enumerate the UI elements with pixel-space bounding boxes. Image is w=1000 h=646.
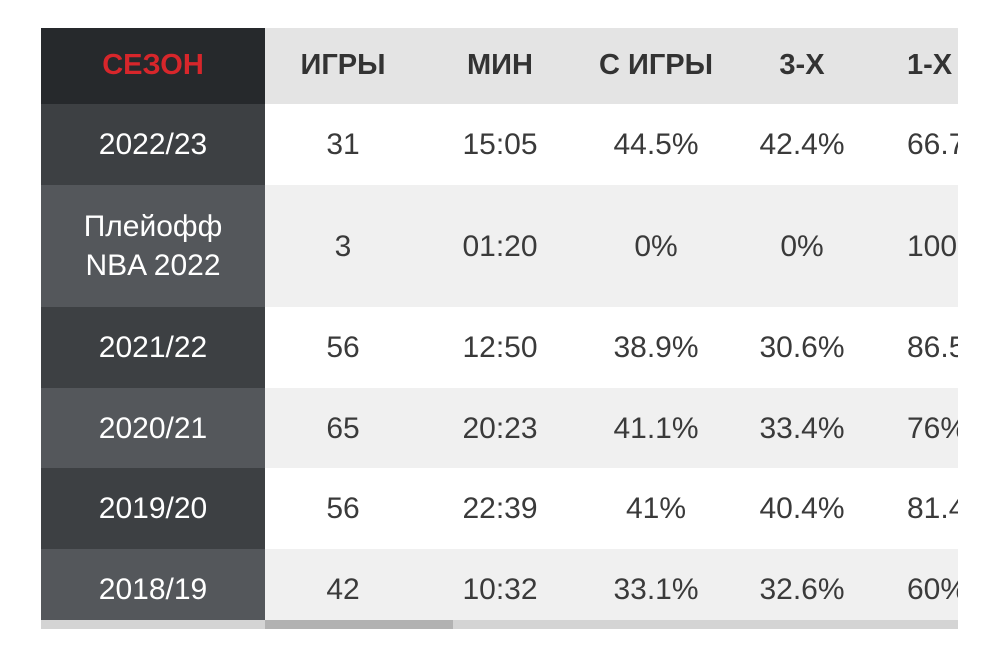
field-goal-pct-cell: 41% xyxy=(625,492,687,525)
field-goal-pct-cell: 0% xyxy=(634,229,678,263)
stats-table[interactable]: СЕЗОН ИГРЫ МИН С ИГРЫ 3-Х 1-Х 2022/23 31… xyxy=(41,28,958,629)
games-cell: 56 xyxy=(326,331,360,364)
minutes-cell: 20:23 xyxy=(462,411,538,445)
three-point-pct-cell: 33.4% xyxy=(759,411,845,445)
minutes-cell: 10:32 xyxy=(462,572,538,606)
free-throw-pct-cell: 66.7% xyxy=(907,128,958,161)
header-three-point-pct[interactable]: 3-Х xyxy=(779,49,825,82)
three-point-pct-cell: 40.4% xyxy=(759,492,845,525)
header-minutes[interactable]: МИН xyxy=(467,49,533,82)
table-row: 2020/21 65 20:23 41.1% 33.4% 76% xyxy=(41,388,958,468)
table-row: 2018/19 42 10:32 33.1% 32.6% 60% xyxy=(41,549,958,629)
table-row: 2022/23 31 15:05 44.5% 42.4% 66.7% xyxy=(41,104,958,185)
header-free-throw-pct[interactable]: 1-Х xyxy=(907,49,953,82)
games-cell: 65 xyxy=(326,411,360,445)
season-cell: 2018/19 xyxy=(41,549,265,629)
games-cell: 42 xyxy=(326,572,360,606)
free-throw-pct-cell: 76% xyxy=(907,411,958,445)
table-row: 2019/20 56 22:39 41% 40.4% 81.4% xyxy=(41,468,958,549)
table-header-row: СЕЗОН ИГРЫ МИН С ИГРЫ 3-Х 1-Х xyxy=(41,28,958,104)
minutes-cell: 22:39 xyxy=(462,492,538,525)
horizontal-scrollbar[interactable] xyxy=(41,620,958,629)
three-point-pct-cell: 0% xyxy=(780,229,824,263)
header-season[interactable]: СЕЗОН xyxy=(41,28,265,104)
games-cell: 31 xyxy=(326,128,360,161)
free-throw-pct-cell: 86.5% xyxy=(907,331,958,364)
games-cell: 3 xyxy=(334,229,352,263)
table-row: 2021/22 56 12:50 38.9% 30.6% 86.5% xyxy=(41,307,958,388)
free-throw-pct-cell: 100% xyxy=(907,229,958,263)
season-cell: 2021/22 xyxy=(41,307,265,388)
free-throw-pct-cell: 60% xyxy=(907,572,958,606)
field-goal-pct-cell: 44.5% xyxy=(613,128,699,161)
season-cell: 2022/23 xyxy=(41,104,265,185)
field-goal-pct-cell: 33.1% xyxy=(613,572,699,606)
header-games[interactable]: ИГРЫ xyxy=(300,49,386,82)
header-field-goal-pct[interactable]: С ИГРЫ xyxy=(598,49,714,82)
free-throw-pct-cell: 81.4% xyxy=(907,492,958,525)
three-point-pct-cell: 32.6% xyxy=(759,572,845,606)
minutes-cell: 12:50 xyxy=(462,331,538,364)
season-cell: Плейофф NBA 2022 xyxy=(41,185,265,307)
field-goal-pct-cell: 41.1% xyxy=(613,411,699,445)
three-point-pct-cell: 30.6% xyxy=(759,331,845,364)
field-goal-pct-cell: 38.9% xyxy=(613,331,699,364)
games-cell: 56 xyxy=(326,492,360,525)
minutes-cell: 01:20 xyxy=(462,229,538,263)
season-cell: 2019/20 xyxy=(41,468,265,549)
season-cell: 2020/21 xyxy=(41,388,265,468)
scrollbar-thumb[interactable] xyxy=(265,620,453,629)
three-point-pct-cell: 42.4% xyxy=(759,128,845,161)
table-row: Плейофф NBA 2022 3 01:20 0% 0% 100% xyxy=(41,185,958,307)
minutes-cell: 15:05 xyxy=(462,128,538,161)
